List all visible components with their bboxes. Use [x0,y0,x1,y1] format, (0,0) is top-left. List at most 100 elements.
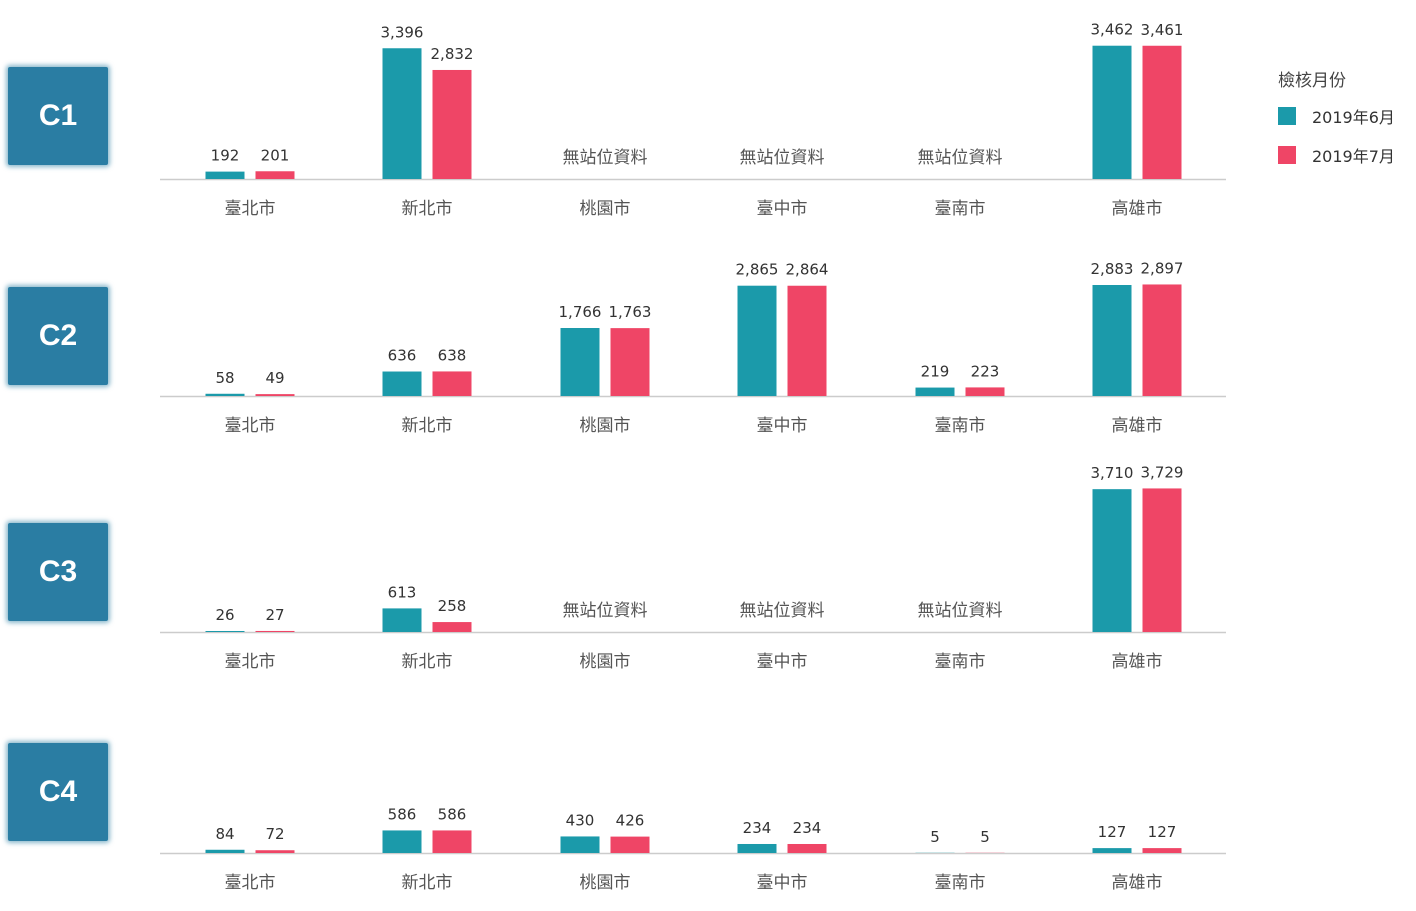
x-tick-label: 桃園市 [580,652,631,672]
data-label: 3,729 [1141,463,1184,481]
data-label: 2,883 [1091,260,1134,278]
panel-badge-c4: C4 [8,743,108,841]
bar [382,830,422,853]
bar [610,836,650,853]
bar [382,371,422,396]
bar [1092,45,1132,180]
data-label: 2,897 [1141,259,1184,277]
legend-swatch-july [1278,146,1296,164]
data-label: 1,766 [559,303,602,321]
data-label: 2,865 [736,261,779,279]
data-label: 127 [1148,823,1177,841]
data-label: 430 [566,811,595,829]
x-tick-label: 桃園市 [580,873,631,893]
x-tick-label: 臺南市 [935,199,986,219]
x-tick-label: 新北市 [402,199,453,219]
bar [255,850,295,853]
bar [737,285,777,396]
bar [1142,848,1182,853]
bar [560,328,600,396]
x-tick-label: 高雄市 [1112,652,1163,672]
data-label: 219 [921,363,950,381]
bar [205,171,245,179]
legend-label-july: 2019年7月 [1312,147,1395,166]
bar [1142,45,1182,180]
bar [737,843,777,853]
x-tick-label: 臺北市 [225,652,276,672]
bar [205,393,245,396]
data-label: 234 [743,819,772,837]
data-label: 72 [265,825,284,843]
data-label: 3,461 [1141,21,1184,39]
data-label: 1,763 [609,303,652,321]
panel-badge-label: C4 [38,775,78,808]
data-label: 201 [261,146,290,164]
data-label: 192 [211,147,240,165]
x-tick-label: 臺中市 [757,652,808,672]
x-tick-label: 臺中市 [757,873,808,893]
legend-title: 檢核月份 [1278,71,1346,91]
data-label: 586 [438,805,467,823]
legend-item-july[interactable]: 2019年7月 [1278,144,1395,166]
no-data-label: 無站位資料 [918,148,1003,168]
data-label: 49 [265,369,284,387]
x-tick-label: 臺南市 [935,873,986,893]
bar [432,69,472,179]
panel-badge-c1: C1 [8,67,108,165]
data-label: 3,396 [381,23,424,41]
x-tick-label: 高雄市 [1112,873,1163,893]
data-label: 2,832 [431,45,474,63]
bar [432,371,472,396]
no-data-label: 無站位資料 [740,148,825,168]
bar [560,836,600,853]
bar [787,285,827,396]
data-label: 26 [215,606,234,624]
bar [432,830,472,853]
x-tick-label: 高雄市 [1112,199,1163,219]
x-tick-label: 新北市 [402,652,453,672]
bar [610,328,650,396]
no-data-label: 無站位資料 [740,601,825,621]
x-tick-label: 桃園市 [580,416,631,436]
bar [255,171,295,179]
bar [255,394,295,396]
x-tick-label: 高雄市 [1112,416,1163,436]
bar [965,387,1005,396]
bar [432,622,472,632]
bar [382,48,422,180]
bar [205,849,245,853]
data-label: 636 [388,347,417,365]
bar [1092,285,1132,396]
data-label: 3,462 [1091,21,1134,39]
x-tick-label: 臺北市 [225,416,276,436]
no-data-label: 無站位資料 [918,601,1003,621]
bar [205,630,245,632]
x-tick-label: 臺南市 [935,652,986,672]
panel-badge-c2: C2 [8,287,108,385]
bar [915,387,955,396]
x-tick-label: 新北市 [402,873,453,893]
bar [1092,848,1132,853]
data-label: 127 [1098,823,1127,841]
x-tick-label: 桃園市 [580,199,631,219]
legend-item-june[interactable]: 2019年6月 [1278,105,1395,127]
data-label: 58 [215,369,234,387]
data-label: 234 [793,819,822,837]
data-label: 223 [971,362,1000,380]
data-label: 586 [388,805,417,823]
x-tick-label: 臺南市 [935,416,986,436]
data-label: 613 [388,583,417,601]
x-tick-label: 臺中市 [757,416,808,436]
data-label: 638 [438,346,467,364]
data-label: 2,864 [786,261,829,279]
bar [1142,284,1182,396]
x-tick-label: 新北市 [402,416,453,436]
data-label: 426 [616,812,645,830]
x-tick-label: 臺北市 [225,199,276,219]
bar [255,630,295,632]
data-label: 258 [438,597,467,615]
data-label: 5 [930,828,940,846]
panel-badge-label: C3 [38,555,78,588]
